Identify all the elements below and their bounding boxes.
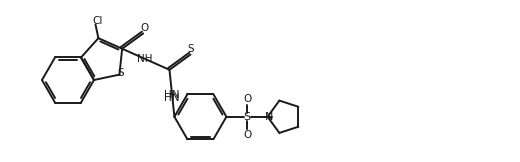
Text: O: O xyxy=(243,94,251,104)
Text: S: S xyxy=(117,68,124,78)
Text: S: S xyxy=(187,44,194,53)
Text: Cl: Cl xyxy=(93,16,103,26)
Text: NH: NH xyxy=(137,54,152,64)
Text: S: S xyxy=(244,112,251,122)
Text: O: O xyxy=(243,130,251,140)
Text: HN: HN xyxy=(164,93,180,103)
Text: HN: HN xyxy=(164,90,179,100)
Text: N: N xyxy=(265,112,274,122)
Text: O: O xyxy=(140,23,148,34)
